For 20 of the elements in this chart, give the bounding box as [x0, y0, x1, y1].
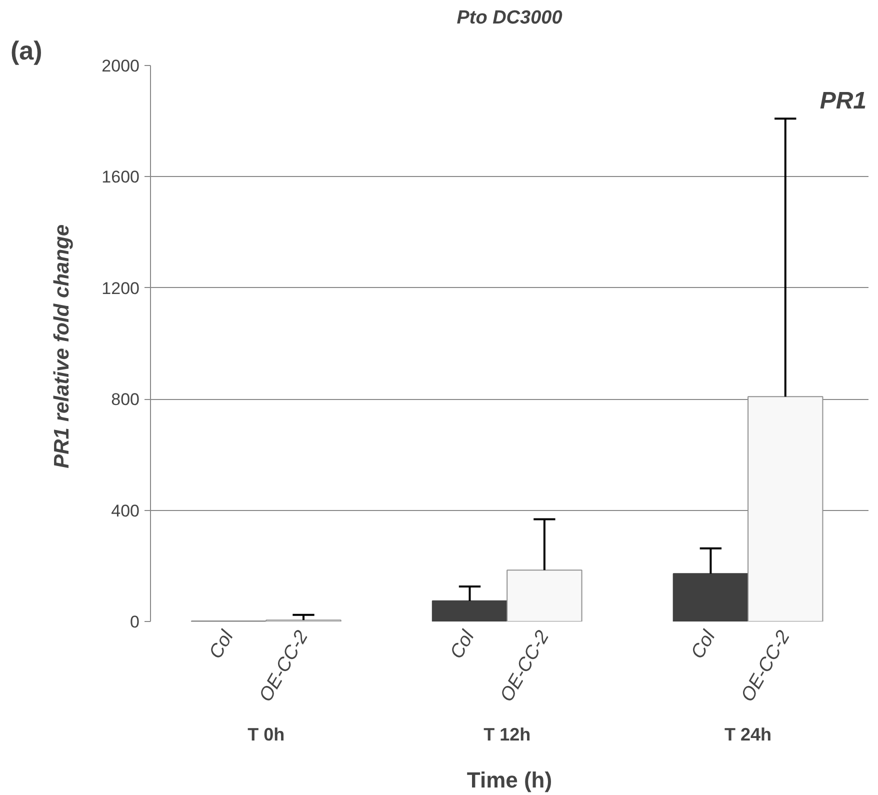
bar [672, 573, 749, 622]
y-tick-label: 0 [130, 612, 140, 632]
bar [432, 600, 508, 622]
annotation: PR1 [820, 88, 866, 114]
x-axis-title: Time (h) [466, 768, 552, 792]
y-tick-label: 400 [111, 501, 140, 520]
x-tick-label: T 24h [724, 724, 772, 744]
text: Col [687, 627, 720, 662]
bar [506, 570, 582, 622]
text: (a) [10, 36, 42, 66]
x-tick-label: T 0h [248, 724, 285, 744]
y-tick-label: 1600 [102, 168, 140, 187]
x-tick-label: T 12h [484, 724, 531, 744]
y-axis-title: PR1 relative fold change [50, 224, 74, 468]
text: Col [446, 627, 479, 662]
y-tick-label: 800 [111, 390, 140, 410]
y-tick-label: 1200 [102, 278, 140, 298]
y-tick-label: 2000 [102, 56, 140, 76]
text: Col [206, 626, 238, 662]
chart-title: Pto DC3000 [456, 8, 563, 28]
